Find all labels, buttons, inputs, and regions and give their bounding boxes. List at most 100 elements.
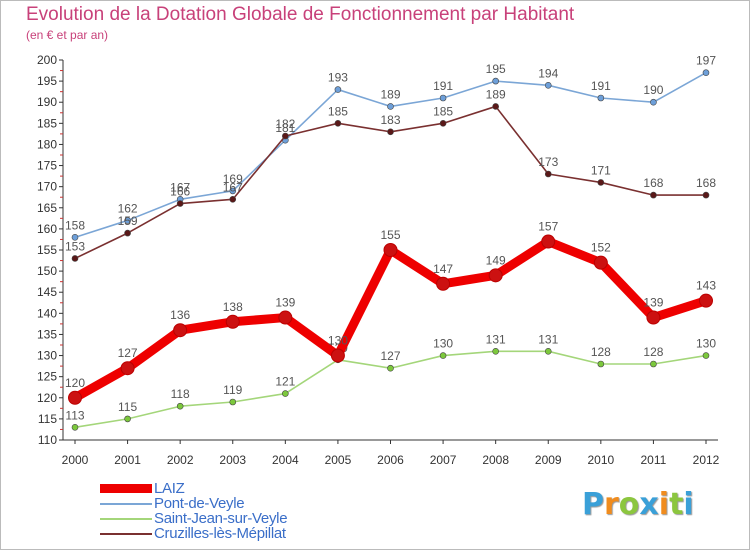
y-tick-label: 140 xyxy=(37,306,57,320)
data-label: 128 xyxy=(591,345,611,359)
proxiti-logo: Proxiti xyxy=(582,487,694,522)
y-tick-label: 155 xyxy=(37,243,57,257)
data-point xyxy=(383,243,398,257)
x-tick-label: 2009 xyxy=(535,453,562,467)
chart-title: Evolution de la Dotation Globale de Fonc… xyxy=(26,4,575,25)
legend-swatch xyxy=(100,533,152,535)
data-label: 190 xyxy=(643,83,663,97)
data-label: 181 xyxy=(275,121,295,135)
data-point xyxy=(597,94,605,102)
data-label: 139 xyxy=(643,296,663,310)
legend-swatch xyxy=(100,518,152,520)
data-point xyxy=(334,120,342,127)
data-label: 138 xyxy=(223,300,243,314)
x-tick-label: 2005 xyxy=(325,453,352,467)
data-point xyxy=(702,352,710,359)
legend-label: Saint-Jean-sur-Veyle xyxy=(154,510,288,527)
legend-label: Cruzilles-lès-Mépillat xyxy=(154,525,286,542)
data-point xyxy=(646,310,661,325)
x-tick-label: 2001 xyxy=(114,453,141,467)
x-tick-label: 2000 xyxy=(62,453,89,467)
data-point xyxy=(702,69,710,76)
data-label: 128 xyxy=(643,345,663,359)
data-point xyxy=(436,276,451,291)
y-tick-label: 125 xyxy=(37,370,57,384)
data-label: 130 xyxy=(433,337,453,351)
data-point xyxy=(597,179,605,186)
data-point xyxy=(439,120,447,127)
x-tick-label: 2011 xyxy=(641,453,667,467)
data-point xyxy=(71,234,79,241)
logo-letter: i xyxy=(683,487,694,522)
x-tick-label: 2003 xyxy=(219,453,246,467)
x-tick-label: 2004 xyxy=(272,453,299,467)
data-point xyxy=(650,191,657,199)
data-point xyxy=(387,364,394,372)
x-tick-label: 2007 xyxy=(430,453,457,467)
data-point xyxy=(544,170,552,178)
data-label: 191 xyxy=(591,79,611,93)
data-point xyxy=(387,128,394,136)
data-label: 139 xyxy=(275,296,295,310)
data-label: 168 xyxy=(643,176,663,190)
data-label: 113 xyxy=(65,408,84,422)
data-point xyxy=(699,293,713,308)
data-point xyxy=(229,398,237,406)
data-point xyxy=(334,86,342,93)
y-tick-label: 170 xyxy=(37,180,57,194)
data-label: 167 xyxy=(223,180,243,194)
logo-letter: t xyxy=(669,487,684,522)
legend-label: Pont-de-Veyle xyxy=(154,495,245,512)
y-tick-label: 120 xyxy=(37,391,57,405)
data-point xyxy=(71,255,79,262)
data-label: 127 xyxy=(380,349,400,363)
data-label: 136 xyxy=(170,308,190,322)
logo-letter: r xyxy=(604,487,619,522)
data-point xyxy=(120,361,135,376)
y-tick-label: 160 xyxy=(37,222,57,236)
y-tick-label: 110 xyxy=(38,433,57,447)
data-label: 115 xyxy=(118,400,137,414)
data-point xyxy=(278,310,293,325)
data-label: 185 xyxy=(433,104,453,118)
data-label: 167 xyxy=(170,180,190,194)
data-label: 130 xyxy=(328,334,348,348)
data-label: 127 xyxy=(118,346,138,360)
x-tick-label: 2012 xyxy=(693,453,720,467)
legend-swatch xyxy=(100,503,152,505)
data-point xyxy=(176,402,184,410)
data-point xyxy=(593,255,608,270)
y-tick-label: 200 xyxy=(37,53,57,67)
y-tick-label: 185 xyxy=(37,116,57,130)
data-label: 162 xyxy=(118,201,138,215)
data-label: 121 xyxy=(275,375,295,389)
y-tick-label: 150 xyxy=(37,264,57,278)
data-label: 183 xyxy=(380,113,400,127)
data-label: 195 xyxy=(486,62,506,76)
data-point xyxy=(176,200,184,207)
data-point xyxy=(650,360,657,368)
logo-letter: o xyxy=(618,487,640,522)
data-label: 191 xyxy=(433,79,453,93)
data-label: 119 xyxy=(223,383,242,397)
legend-swatch xyxy=(100,484,152,493)
data-point xyxy=(229,196,237,203)
data-label: 143 xyxy=(696,279,716,293)
logo-letter: P xyxy=(582,487,604,522)
y-tick-label: 145 xyxy=(37,285,57,299)
data-point xyxy=(492,77,499,85)
y-tick-label: 115 xyxy=(38,412,57,426)
data-label: 155 xyxy=(380,228,400,242)
data-point xyxy=(229,187,237,195)
data-label: 157 xyxy=(538,220,558,234)
data-label: 171 xyxy=(591,163,611,177)
data-label: 118 xyxy=(171,387,190,401)
data-label: 147 xyxy=(433,262,453,276)
x-tick-label: 2006 xyxy=(377,453,404,467)
logo-letter: i xyxy=(658,487,670,522)
data-point xyxy=(439,94,447,102)
data-label: 189 xyxy=(486,87,506,101)
data-label: 131 xyxy=(486,332,506,346)
data-point xyxy=(124,415,131,423)
data-point xyxy=(330,348,345,363)
